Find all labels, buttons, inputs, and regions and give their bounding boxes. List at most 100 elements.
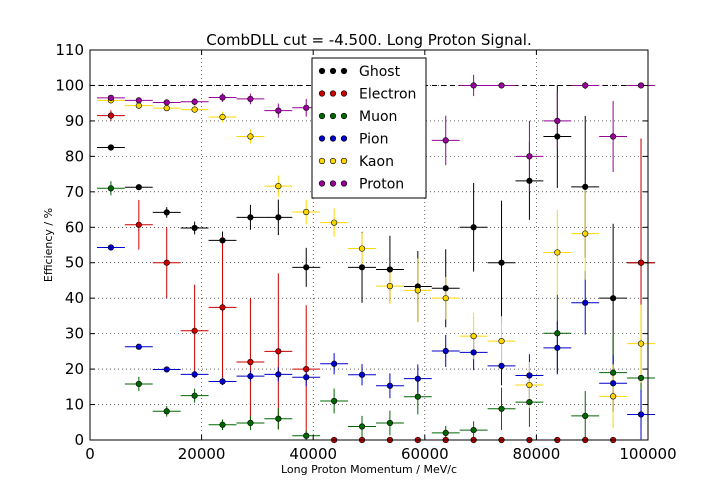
- pion-point: [386, 382, 394, 389]
- pion-point: [247, 373, 254, 380]
- electron-point: [135, 221, 142, 228]
- kaon-point: [414, 287, 421, 294]
- legend-marker-proton: [318, 180, 326, 187]
- pion-point: [331, 360, 338, 367]
- ghost-point: [498, 259, 505, 266]
- proton-point: [303, 104, 310, 111]
- proton-point: [526, 153, 533, 160]
- legend-label-kaon: Kaon: [359, 154, 394, 170]
- legend-marker-kaon: [318, 157, 326, 165]
- kaon-point: [442, 295, 449, 302]
- proton-point: [637, 82, 645, 89]
- kaon-point: [498, 337, 505, 345]
- pion-point: [275, 371, 282, 378]
- kaon-point: [247, 133, 254, 140]
- chart-title: CombDLL cut = -4.500. Long Proton Signal…: [206, 31, 532, 49]
- electron-point: [107, 112, 115, 119]
- muon-point: [637, 374, 645, 382]
- kaon-point: [582, 230, 589, 237]
- muon-point: [135, 380, 142, 388]
- legend-marker-pion: [340, 135, 348, 142]
- ghost-point: [135, 184, 142, 191]
- proton-point: [275, 107, 282, 114]
- y-axis-label: Efficiency / %: [42, 208, 55, 282]
- proton-point: [442, 137, 449, 144]
- ghost-point: [582, 183, 589, 190]
- pion-point: [498, 362, 505, 370]
- proton-point: [498, 82, 505, 89]
- proton-point: [163, 99, 170, 106]
- pion-point: [414, 375, 421, 382]
- pion-point: [135, 343, 142, 350]
- data-markers: [107, 82, 645, 444]
- legend-label-muon: Muon: [359, 109, 397, 125]
- x-tick-label: 100000: [619, 445, 676, 463]
- kaon-point: [135, 102, 142, 109]
- ghost-point: [191, 224, 198, 232]
- ghost-point: [163, 209, 170, 216]
- legend-marker-proton: [340, 180, 348, 187]
- muon-point: [303, 432, 310, 439]
- pion-point: [219, 378, 226, 385]
- y-tick-label: 80: [65, 147, 84, 165]
- electron-point: [247, 358, 254, 366]
- y-tick-label: 20: [65, 360, 84, 378]
- legend-marker-pion: [318, 135, 326, 142]
- muon-point: [191, 392, 198, 399]
- pion-point: [163, 366, 170, 373]
- legend-marker-kaon: [340, 157, 348, 165]
- legend-label-electron: Electron: [359, 87, 416, 103]
- pion-point: [191, 371, 198, 378]
- pion-point: [582, 299, 589, 306]
- electron-point: [275, 348, 282, 355]
- legend-marker-electron: [329, 90, 337, 97]
- y-tick-label: 0: [74, 431, 84, 449]
- plot-frame: [89, 49, 649, 441]
- ghost-point: [386, 266, 394, 273]
- legend-marker-pion: [329, 135, 337, 142]
- pion-point: [303, 374, 310, 381]
- x-tick-label: 60000: [401, 445, 449, 463]
- ghost-point: [275, 214, 282, 221]
- proton-point: [135, 97, 142, 104]
- legend-marker-proton: [329, 180, 337, 187]
- proton-point: [470, 82, 477, 89]
- proton-point: [247, 95, 254, 103]
- ghost-point: [303, 264, 310, 271]
- x-axis-ticks: 0 20000 40000 60000 80000 100000: [85, 50, 677, 463]
- kaon-point: [386, 283, 394, 290]
- ghost-point: [107, 144, 115, 151]
- y-tick-label: 100: [55, 76, 84, 94]
- y-tick-label: 70: [65, 183, 84, 201]
- proton-point: [191, 98, 198, 105]
- muon-point: [247, 419, 254, 427]
- ghost-point: [554, 133, 561, 140]
- y-axis-ticks: 0 10 20 30 40 50 60 70 80 90 100 110: [55, 41, 648, 449]
- muon-point: [442, 429, 449, 437]
- legend-label-proton: Proton: [359, 177, 404, 193]
- x-tick-label: 0: [85, 445, 95, 463]
- legend-marker-muon: [329, 112, 337, 120]
- muon-point: [275, 415, 282, 422]
- muon-point: [610, 369, 617, 376]
- proton-point: [582, 82, 589, 89]
- pion-point: [637, 411, 645, 418]
- legend-marker-muon: [340, 112, 348, 120]
- proton-point: [610, 133, 617, 140]
- pion-point: [470, 349, 477, 356]
- kaon-point: [526, 381, 533, 389]
- muon-point: [163, 408, 170, 415]
- proton-point: [107, 94, 115, 101]
- kaon-point: [554, 249, 561, 256]
- ghost-point: [526, 177, 533, 184]
- pion-point: [554, 344, 561, 351]
- proton-point: [554, 117, 561, 125]
- x-tick-label: 80000: [513, 445, 561, 463]
- legend-label-ghost: Ghost: [359, 64, 401, 80]
- kaon-point: [303, 208, 310, 216]
- muon-point: [526, 398, 533, 406]
- kaon-point: [470, 333, 477, 340]
- legend-marker-ghost: [329, 67, 337, 75]
- muon-point: [554, 330, 561, 337]
- muon-point: [582, 412, 589, 419]
